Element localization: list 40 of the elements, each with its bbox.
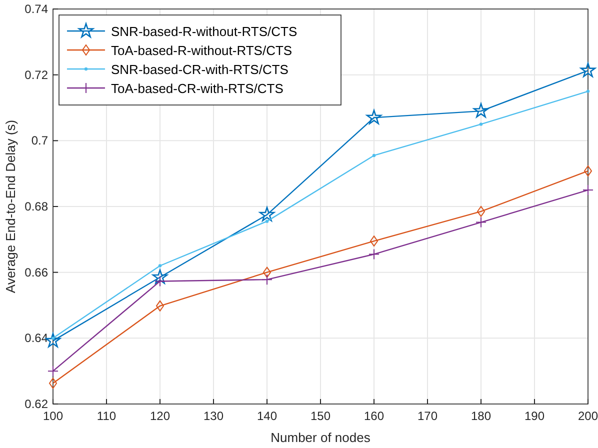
point xyxy=(152,269,168,284)
legend-label: SNR-based-CR-with-RTS/CTS xyxy=(111,62,289,77)
x-tick-label: 160 xyxy=(364,409,384,423)
x-tick-label: 190 xyxy=(524,409,545,423)
point xyxy=(476,216,486,228)
x-tick-label: 130 xyxy=(203,409,224,423)
legend-label: ToA-based-R-without-RTS/CTS xyxy=(111,43,292,58)
point xyxy=(368,248,380,260)
point xyxy=(580,62,596,78)
legend-label: ToA-based-CR-with-RTS/CTS xyxy=(111,81,284,96)
point xyxy=(48,366,58,377)
point xyxy=(265,220,269,223)
x-tick-label: 120 xyxy=(150,409,170,423)
point xyxy=(262,274,272,286)
point xyxy=(586,90,590,93)
y-tick-label: 0.64 xyxy=(24,331,48,346)
point xyxy=(473,103,489,118)
point xyxy=(582,184,594,196)
point xyxy=(259,206,275,222)
point xyxy=(158,264,162,268)
x-tick-label: 100 xyxy=(42,409,64,423)
y-tick-label: 0.74 xyxy=(24,2,48,16)
y-tick-label: 0.72 xyxy=(24,68,48,82)
point xyxy=(372,154,376,158)
y-tick-label: 0.66 xyxy=(24,265,48,280)
x-tick-label: 170 xyxy=(417,409,438,423)
point xyxy=(366,110,382,124)
x-tick-label: 180 xyxy=(470,409,492,423)
point xyxy=(51,336,55,340)
x-tick-label: 200 xyxy=(578,409,598,423)
point xyxy=(479,122,483,126)
legend-label: SNR-based-R-without-RTS/CTS xyxy=(111,24,298,39)
x-tick-label: 140 xyxy=(256,409,278,423)
y-tick-label: 0.7 xyxy=(31,134,48,148)
y-tick-label: 0.68 xyxy=(24,200,48,214)
x-tick-label: 150 xyxy=(310,409,331,423)
y-tick-label: 0.62 xyxy=(24,397,48,411)
x-axis-title: Number of nodes xyxy=(270,430,371,445)
x-tick-label: 110 xyxy=(96,409,116,423)
y-axis-title: Average End-to-End Delay (s) xyxy=(3,120,18,294)
